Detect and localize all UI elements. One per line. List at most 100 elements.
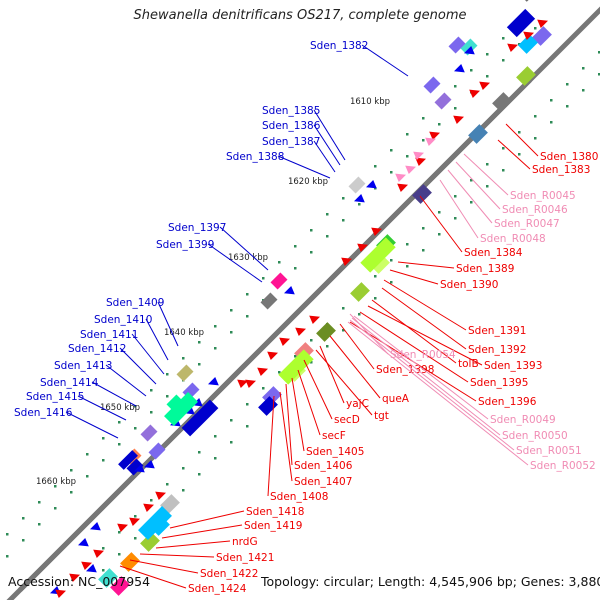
- gene-feature[interactable]: [181, 399, 219, 437]
- gene-label-right[interactable]: Sden_1424: [188, 583, 247, 595]
- gene-feature[interactable]: [140, 424, 158, 442]
- gene-arrow[interactable]: [93, 549, 104, 558]
- gene-label-right[interactable]: secD: [334, 414, 360, 426]
- gene-label-left[interactable]: Sden_1399: [156, 239, 214, 251]
- gene-label-left[interactable]: Sden_1411: [80, 329, 138, 341]
- gene-label-right[interactable]: nrdG: [232, 536, 258, 548]
- gene-label-left[interactable]: Sden_1415: [26, 391, 84, 403]
- gene-feature[interactable]: [360, 237, 396, 273]
- gene-label-right[interactable]: Sden_1392: [468, 344, 526, 356]
- gene-arrow[interactable]: [134, 464, 145, 473]
- gene-label-right[interactable]: Sden_1396: [478, 396, 537, 408]
- gene-feature[interactable]: [412, 184, 432, 204]
- gene-feature[interactable]: [468, 124, 488, 144]
- gene-label-right[interactable]: Sden_1380: [540, 151, 598, 163]
- gene-feature[interactable]: [350, 282, 370, 302]
- gene-feature[interactable]: [278, 349, 314, 385]
- gene-feature[interactable]: [518, 34, 538, 54]
- gene-arrow[interactable]: [454, 64, 465, 73]
- gene-feature[interactable]: [98, 568, 118, 588]
- gene-label-left[interactable]: Sden_1412: [68, 343, 126, 355]
- gene-label-right[interactable]: secF: [322, 430, 346, 442]
- gene-arrow[interactable]: [523, 31, 534, 40]
- gene-arrow[interactable]: [537, 19, 548, 28]
- gene-feature[interactable]: [532, 26, 552, 46]
- gene-feature[interactable]: [448, 36, 466, 54]
- gene-feature[interactable]: [506, 8, 536, 38]
- gene-feature[interactable]: [160, 494, 180, 514]
- gene-label-right[interactable]: tgt: [374, 410, 389, 422]
- gene-feature[interactable]: [148, 442, 166, 460]
- rna-label[interactable]: Sden_R0048: [480, 233, 546, 245]
- gene-label-right[interactable]: Sden_1395: [470, 377, 528, 389]
- gene-label-right[interactable]: Sden_1383: [532, 164, 590, 176]
- gene-arrow[interactable]: [155, 491, 166, 500]
- gene-label-right[interactable]: Sden_1384: [464, 247, 523, 259]
- rna-label[interactable]: Sden_R0049: [490, 414, 556, 426]
- gene-feature[interactable]: [138, 506, 172, 540]
- gene-arrow[interactable]: [341, 257, 352, 266]
- gene-arrow[interactable]: [237, 379, 248, 388]
- gene-label-right[interactable]: Sden_1421: [216, 552, 274, 564]
- gene-label-right[interactable]: Sden_1398: [376, 364, 434, 376]
- gene-arrow[interactable]: [413, 151, 424, 160]
- gene-arrow[interactable]: [267, 351, 278, 360]
- gene-arrow[interactable]: [397, 183, 408, 192]
- gene-arrow[interactable]: [144, 460, 155, 469]
- gene-feature[interactable]: [260, 292, 278, 310]
- gene-arrow[interactable]: [284, 286, 295, 295]
- gene-label-left[interactable]: Sden_1382: [310, 40, 368, 52]
- gene-arrow[interactable]: [81, 561, 92, 570]
- gene-label-left[interactable]: Sden_1388: [226, 151, 284, 163]
- gene-label-right[interactable]: tolB: [458, 358, 479, 370]
- gene-arrow[interactable]: [78, 538, 89, 547]
- gene-feature[interactable]: [126, 458, 144, 476]
- gene-arrow[interactable]: [405, 165, 416, 174]
- gene-label-right[interactable]: Sden_1391: [468, 325, 526, 337]
- gene-feature[interactable]: [176, 364, 194, 382]
- gene-label-left[interactable]: Sden_1414: [40, 377, 99, 389]
- gene-arrow[interactable]: [69, 573, 80, 582]
- gene-arrow[interactable]: [453, 115, 464, 124]
- gene-arrow[interactable]: [117, 523, 128, 532]
- gene-feature[interactable]: [258, 396, 278, 416]
- gene-arrow[interactable]: [366, 180, 377, 189]
- gene-feature[interactable]: [370, 254, 390, 274]
- gene-arrow[interactable]: [415, 157, 426, 166]
- gene-arrow[interactable]: [257, 367, 268, 376]
- gene-arrow[interactable]: [354, 194, 365, 203]
- rna-label[interactable]: Sden_R0052: [530, 460, 596, 472]
- gene-arrow[interactable]: [90, 522, 101, 531]
- gene-arrow[interactable]: [309, 315, 320, 324]
- gene-label-right[interactable]: Sden_1418: [246, 506, 304, 518]
- gene-label-right[interactable]: yajC: [346, 398, 369, 410]
- gene-label-right[interactable]: Sden_1419: [244, 520, 302, 532]
- gene-arrow[interactable]: [395, 173, 406, 182]
- gene-feature[interactable]: [270, 272, 288, 290]
- gene-label-right[interactable]: Sden_1408: [270, 491, 328, 503]
- gene-feature[interactable]: [316, 322, 336, 342]
- rna-label[interactable]: Sden_R0051: [516, 445, 582, 457]
- gene-arrow[interactable]: [479, 81, 490, 90]
- gene-feature[interactable]: [164, 392, 198, 426]
- gene-feature[interactable]: [423, 76, 441, 94]
- gene-arrow[interactable]: [129, 517, 140, 526]
- gene-feature[interactable]: [140, 532, 160, 552]
- gene-label-right[interactable]: Sden_1389: [456, 263, 514, 275]
- gene-feature[interactable]: [516, 66, 536, 86]
- gene-feature[interactable]: [348, 176, 366, 194]
- gene-feature[interactable]: [166, 394, 184, 412]
- gene-arrow[interactable]: [464, 46, 475, 55]
- gene-feature[interactable]: [118, 450, 138, 470]
- gene-arrow[interactable]: [208, 377, 219, 386]
- gene-arrow[interactable]: [469, 89, 480, 98]
- gene-label-right[interactable]: Sden_1406: [294, 460, 353, 472]
- gene-label-right[interactable]: queA: [382, 393, 410, 405]
- gene-label-left[interactable]: Sden_1416: [14, 407, 73, 419]
- gene-arrow[interactable]: [279, 337, 290, 346]
- gene-arrow[interactable]: [425, 137, 436, 146]
- gene-label-left[interactable]: Sden_1386: [262, 120, 321, 132]
- gene-label-left[interactable]: Sden_1397: [168, 222, 226, 234]
- gene-arrow[interactable]: [371, 227, 382, 236]
- gene-arrow[interactable]: [429, 131, 440, 140]
